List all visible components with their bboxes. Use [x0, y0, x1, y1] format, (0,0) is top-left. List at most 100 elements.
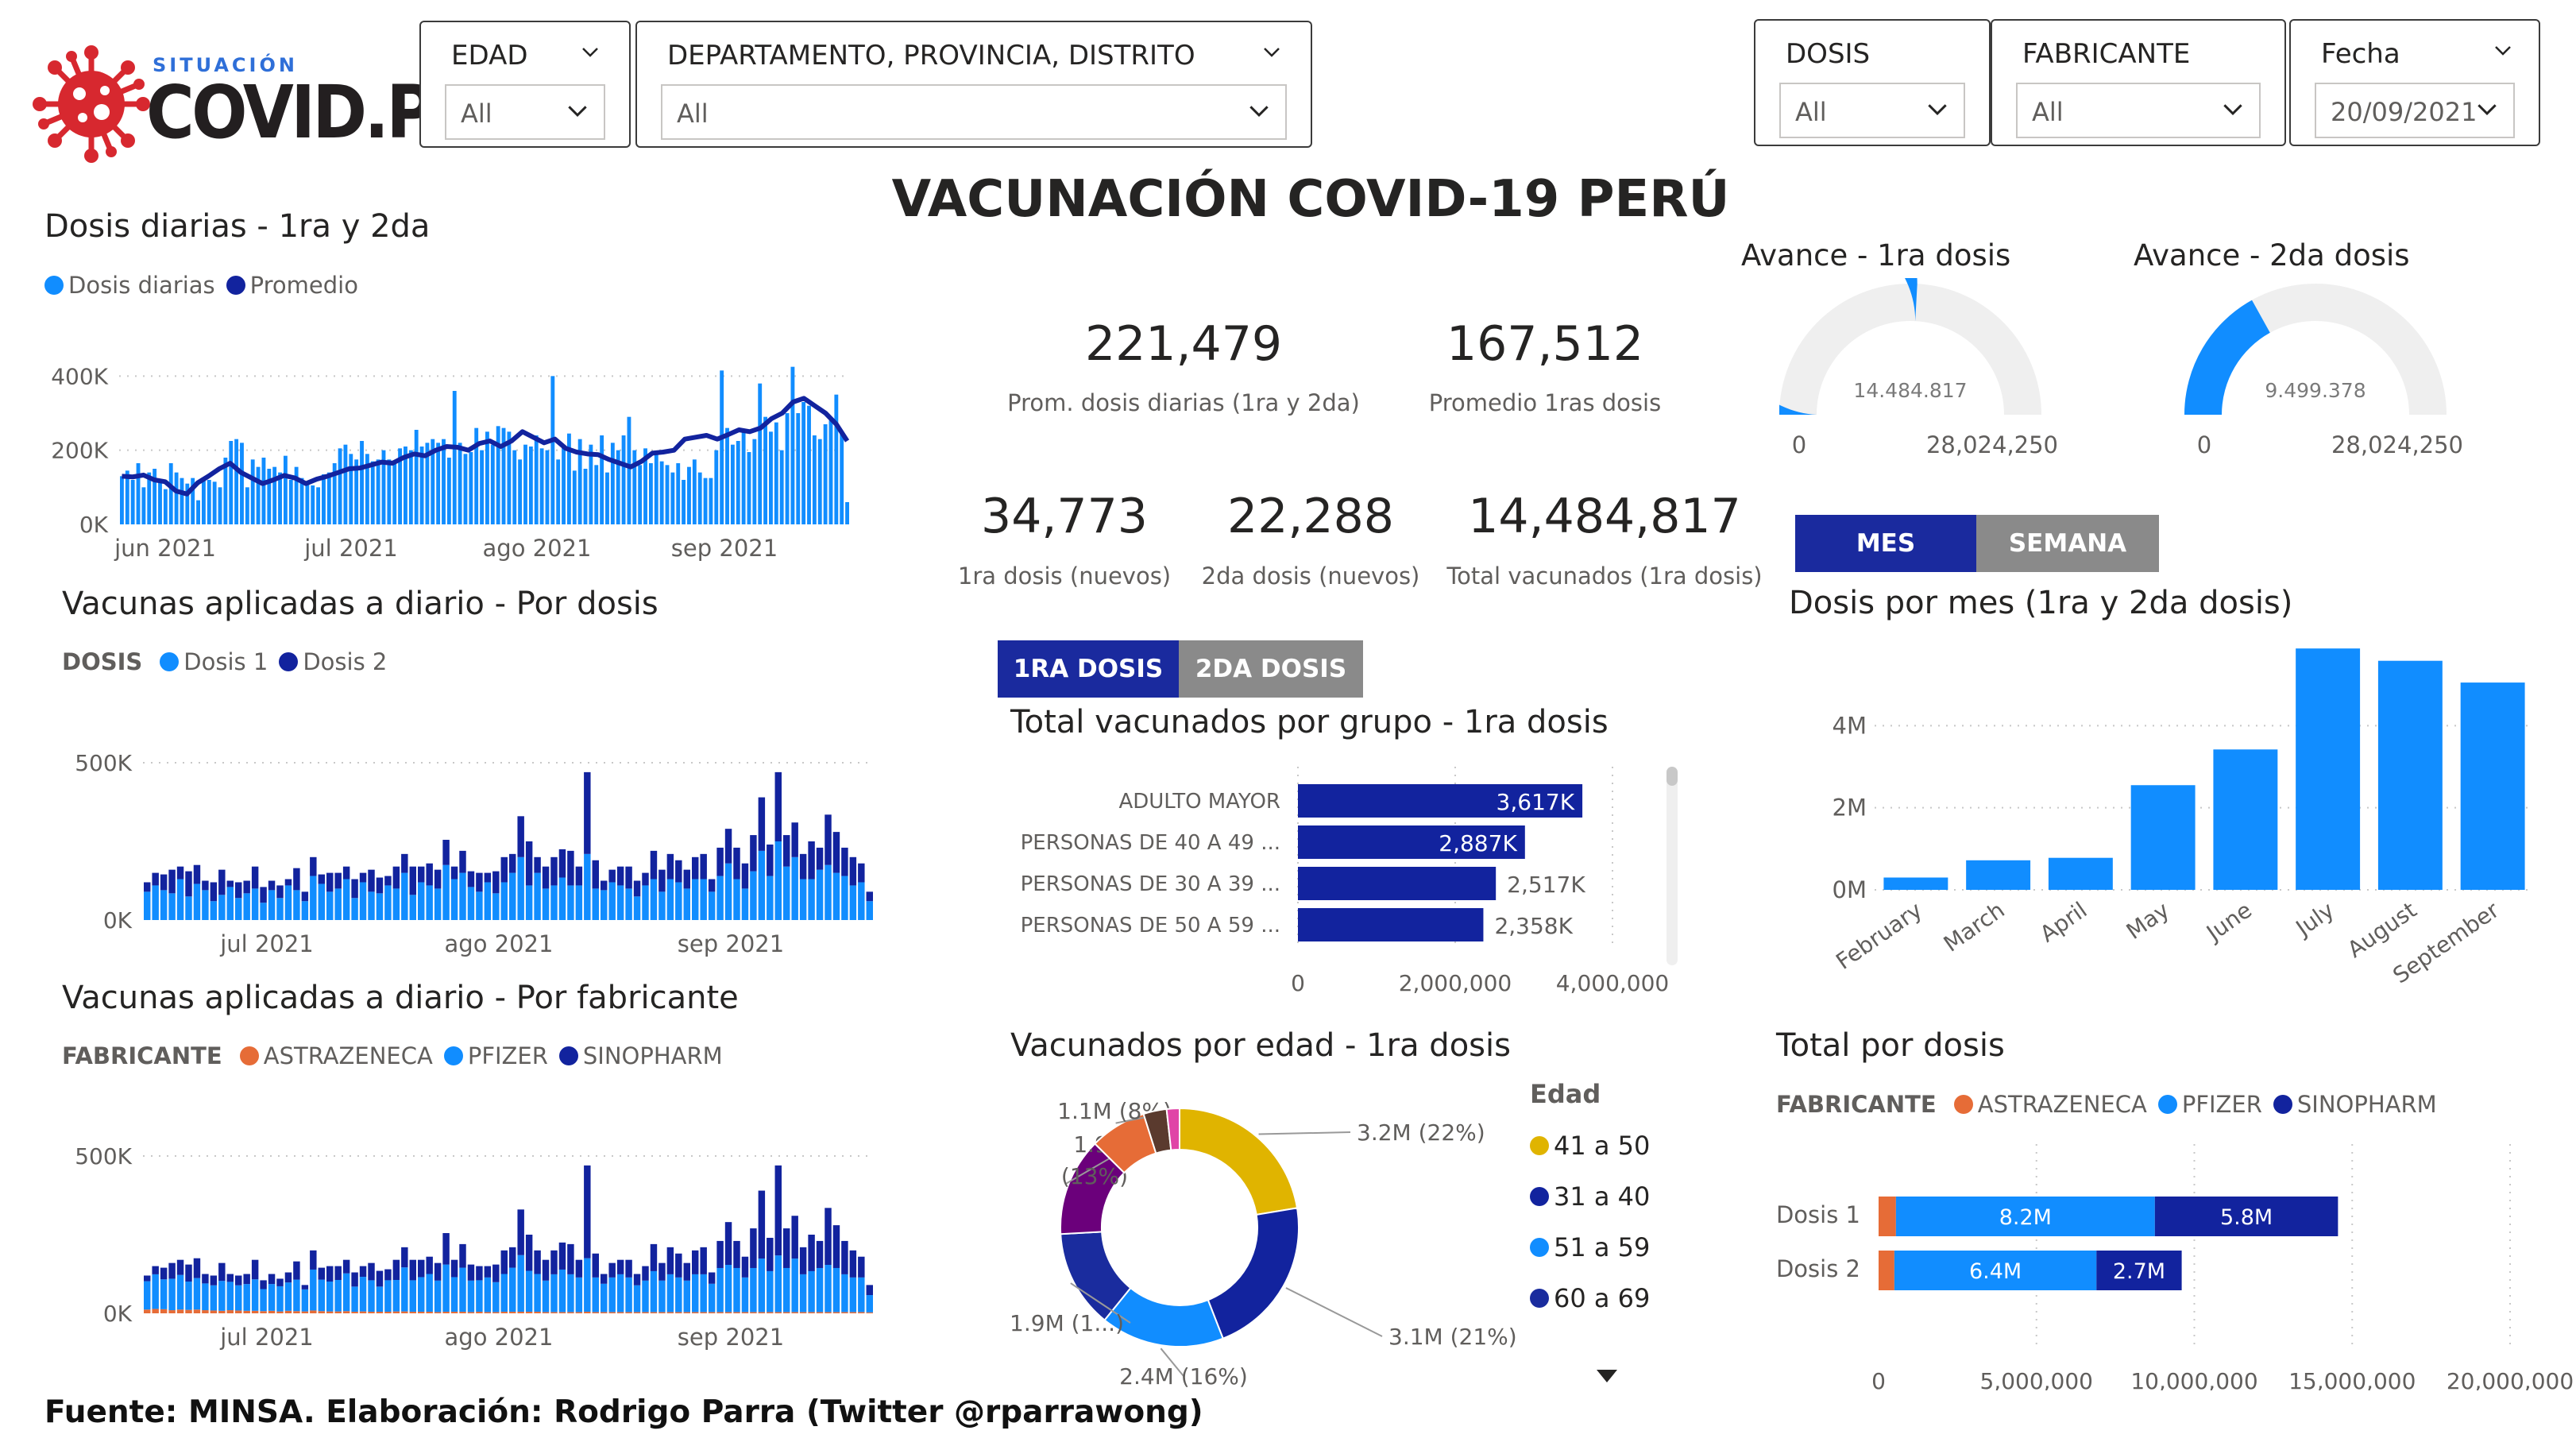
- legend-item-dosis-1[interactable]: Dosis 1: [160, 648, 268, 675]
- legend-item-sinopharm[interactable]: SINOPHARM: [2273, 1091, 2437, 1118]
- legend-label: Dosis 2: [303, 648, 388, 675]
- filter-fecha-dropdown[interactable]: 20/09/2021: [2315, 83, 2515, 138]
- chevron-down-icon[interactable]: [581, 43, 599, 60]
- filter-ubicacion[interactable]: DEPARTAMENTO, PROVINCIA, DISTRITO All: [635, 21, 1312, 148]
- donut-slice: [1207, 1207, 1300, 1340]
- bar-sinopharm: [152, 1266, 159, 1274]
- bar-data-label: 3,617K: [1497, 789, 1575, 815]
- bar-astrazeneca: [293, 1311, 300, 1313]
- bar-dosis-1: [202, 890, 209, 920]
- bar-astrazeneca: [858, 1312, 865, 1313]
- gauge-1ra-dosis[interactable]: 14.484.817 0 28,024,250: [1779, 278, 2097, 469]
- bar-dosis-1: [767, 876, 774, 920]
- legend-item-astrazeneca[interactable]: ASTRAZENECA: [239, 1042, 433, 1069]
- bar-astrazeneca: [359, 1311, 367, 1313]
- legend-item-promedio[interactable]: Promedio: [226, 272, 358, 299]
- bar-dosis-diarias: [446, 458, 451, 524]
- chart-por-fabricante[interactable]: 0K 500K jul 2021 ago 2021 sep 2021: [48, 1108, 890, 1363]
- filter-edad-dropdown[interactable]: All: [445, 84, 605, 140]
- bar-dosis-diarias: [376, 459, 380, 524]
- donut-slice-label: 3.1M (21%): [1388, 1324, 1517, 1350]
- bar-pfizer: [633, 1285, 641, 1313]
- scrollbar[interactable]: [1666, 767, 1678, 965]
- filter-fabricante[interactable]: FABRICANTE All: [1991, 19, 2286, 146]
- tab-2da-dosis[interactable]: 2DA DOSIS: [1179, 640, 1363, 698]
- bar-dosis-diarias: [725, 427, 729, 524]
- chart-dosis-diarias[interactable]: 0K 200K 400K jun 2021 jul 2021 ago 2021 sep 20…: [24, 318, 882, 572]
- bar-dosis-2: [251, 866, 259, 889]
- chart-total-dosis[interactable]: 0 5,000,000 10,000,000 15,000,000 20,000,000…: [1771, 1136, 2576, 1390]
- bar-pfizer: [509, 1267, 516, 1313]
- bar-dosis-2: [799, 853, 807, 880]
- bar-dosis-2: [542, 866, 550, 889]
- legend-item-51-59[interactable]: 51 a 59: [1530, 1222, 1650, 1273]
- legend-label: ASTRAZENECA: [1977, 1091, 2147, 1118]
- filter-fecha[interactable]: Fecha 20/09/2021: [2289, 19, 2540, 146]
- bar-astrazeneca: [268, 1310, 276, 1313]
- bar-dosis-1: [326, 891, 334, 920]
- chart-por-edad[interactable]: 3.2M (22%) 3.1M (21%) 2.4M (16%) 1.9M (1...…: [1001, 1073, 1763, 1390]
- bar-pfizer: [144, 1281, 151, 1310]
- chevron-down-icon: [1249, 106, 1269, 117]
- bar-pfizer: [558, 1269, 566, 1313]
- filter-fabricante-dropdown[interactable]: All: [2016, 83, 2261, 138]
- legend-label: ASTRAZENECA: [263, 1042, 433, 1069]
- legend-item-60-69[interactable]: 60 a 69: [1530, 1273, 1650, 1324]
- legend-item-dosis-diarias[interactable]: Dosis diarias: [44, 272, 215, 299]
- filter-edad[interactable]: EDAD All: [419, 21, 631, 148]
- legend-label: SINOPHARM: [582, 1042, 723, 1069]
- legend-dot: [1530, 1136, 1549, 1155]
- bar-pfizer: [774, 1255, 782, 1313]
- x-tick-label: jul 2021: [303, 535, 398, 562]
- legend-item-pfizer[interactable]: PFIZER: [2157, 1091, 2262, 1118]
- bar-dosis-diarias: [528, 447, 533, 524]
- filter-dosis-dropdown[interactable]: All: [1779, 83, 1965, 138]
- chart-total-grupo[interactable]: 0 2,000,000 4,000,000 ADULTO MAYOR 3,617K PER…: [1001, 759, 1716, 1013]
- legend-item-astrazeneca[interactable]: ASTRAZENECA: [1953, 1091, 2147, 1118]
- bar-dosis-2: [476, 872, 483, 892]
- legend-item-41-50[interactable]: 41 a 50: [1530, 1120, 1650, 1171]
- bar-dosis-mes: [1966, 860, 2031, 890]
- tab-1ra-dosis[interactable]: 1RA DOSIS: [998, 640, 1179, 698]
- bar-dosis-2: [866, 891, 873, 902]
- filter-ubicacion-dropdown[interactable]: All: [661, 84, 1287, 140]
- y-tick-label: 400K: [51, 363, 108, 389]
- legend-item-31-40[interactable]: 31 a 40: [1530, 1171, 1650, 1222]
- x-tick-label: 15,000,000: [2288, 1368, 2416, 1390]
- legend-item-pfizer[interactable]: PFIZER: [443, 1042, 548, 1069]
- chart-por-dosis[interactable]: 0K 500K jul 2021 ago 2021 sep 2021: [48, 715, 890, 961]
- bar-dosis-mes: [2130, 785, 2196, 890]
- bar-sinopharm: [351, 1272, 358, 1287]
- legend-scroll-down-icon[interactable]: [1595, 1368, 1619, 1384]
- bar-astrazeneca: [500, 1312, 508, 1313]
- bar-astrazeneca: [442, 1312, 450, 1313]
- tab-mes[interactable]: MES: [1795, 515, 1976, 572]
- chevron-down-icon[interactable]: [2494, 41, 2512, 59]
- scrollbar-thumb[interactable]: [1666, 767, 1678, 786]
- chevron-down-icon[interactable]: [1263, 43, 1280, 60]
- y-tick-label: 0K: [103, 907, 133, 934]
- bar-dosis-diarias: [305, 483, 310, 524]
- chevron-down-icon: [568, 106, 587, 117]
- bar-dosis-diarias: [408, 450, 413, 524]
- bar-dosis-1: [675, 882, 682, 920]
- legend-item-dosis-2[interactable]: Dosis 2: [279, 648, 387, 675]
- bar-dosis-diarias: [168, 463, 173, 524]
- bar-dosis-1: [359, 882, 367, 920]
- x-tick-label: jul 2021: [219, 930, 314, 957]
- filter-dosis[interactable]: DOSIS All: [1754, 19, 1991, 146]
- gauge-value-label: 14.484.817: [1853, 379, 1967, 402]
- bar-pfizer: [584, 1258, 591, 1313]
- bar-sinopharm: [434, 1262, 442, 1281]
- bar-dosis-diarias: [218, 487, 222, 524]
- gauge-2da-dosis[interactable]: 9.499.378 0 28,024,250: [2184, 278, 2502, 469]
- bar-dosis-diarias: [566, 433, 571, 524]
- bar-dosis-diarias: [589, 444, 593, 524]
- filter-fabricante-label: FABRICANTE: [2022, 38, 2191, 70]
- tab-semana[interactable]: SEMANA: [1976, 515, 2159, 572]
- legend-item-sinopharm[interactable]: SINOPHARM: [558, 1042, 723, 1069]
- bar-sinopharm: [168, 1262, 176, 1279]
- bar-dosis-mes: [2213, 749, 2278, 890]
- bar-data-label: 2,517K: [1507, 872, 1585, 898]
